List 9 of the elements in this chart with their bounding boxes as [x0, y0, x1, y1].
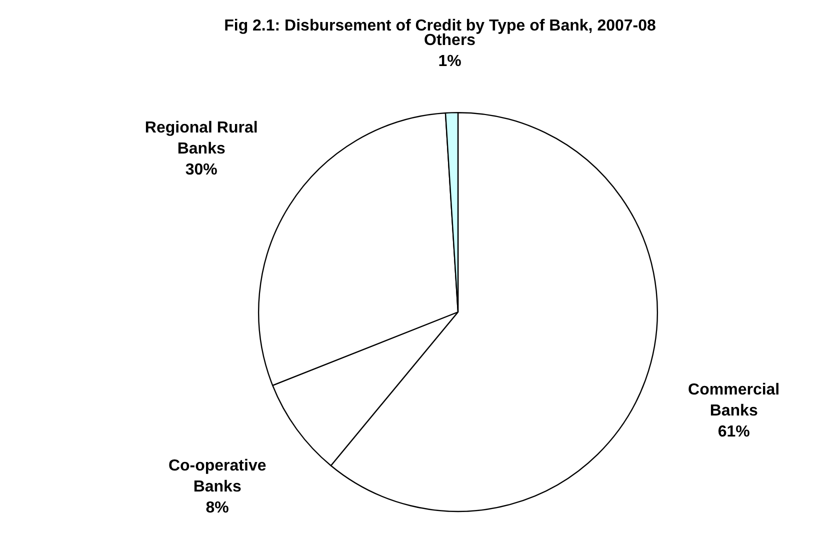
data-label: 1% [438, 52, 462, 70]
slice-label: Co-operative Banks [168, 457, 266, 496]
slice-label: Commercial Banks [688, 382, 780, 420]
data-label: 30% [185, 162, 218, 179]
data-label: 8% [206, 499, 229, 516]
slice-label: Regional Rural Banks [144, 120, 258, 158]
slice-label: Others [424, 32, 476, 49]
data-label: 61% [718, 424, 750, 441]
chart-title: Fig 2.1: Disbursement of Credit by Type of Bank, 2007-08 [224, 17, 656, 34]
